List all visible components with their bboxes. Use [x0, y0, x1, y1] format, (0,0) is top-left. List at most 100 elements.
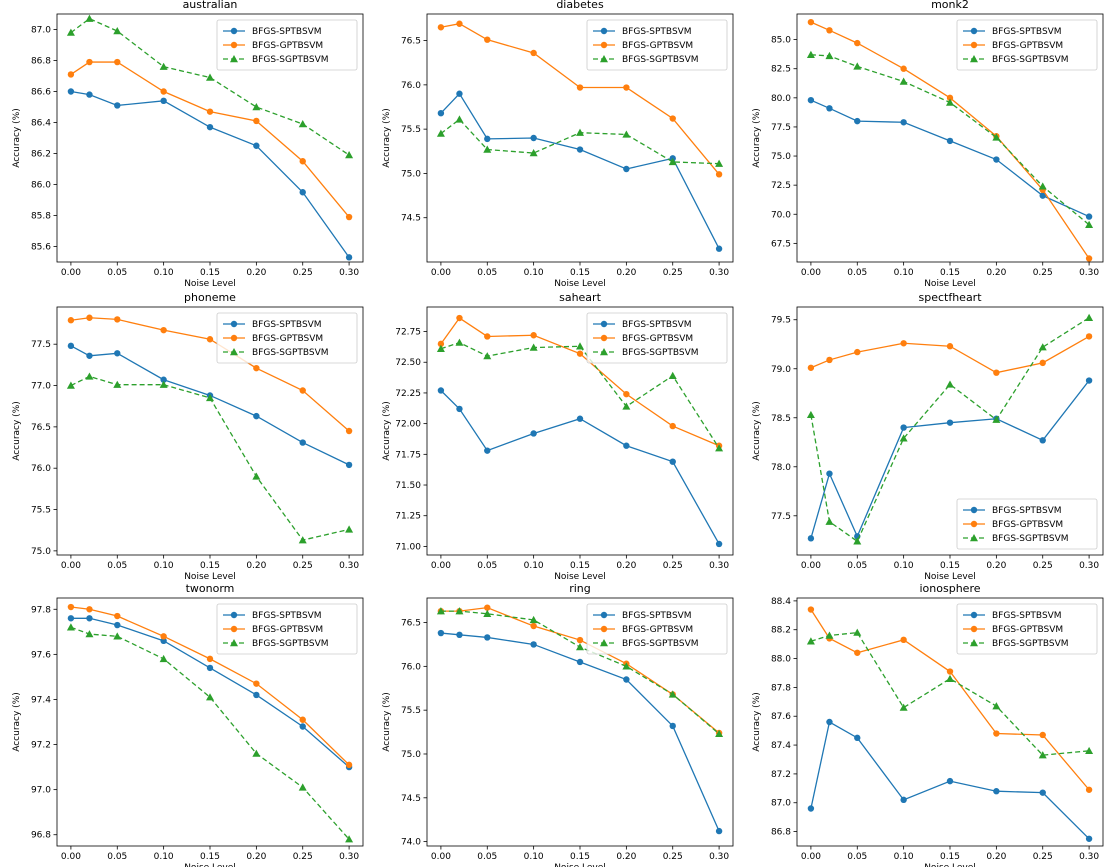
marker [484, 136, 490, 142]
marker [438, 110, 444, 116]
marker [577, 84, 583, 90]
x-tick-label: 0.25 [293, 852, 313, 862]
y-axis-label: Accuracy (%) [382, 401, 392, 461]
y-tick-label: 87.0 [31, 26, 51, 36]
marker [947, 419, 953, 425]
x-tick-label: 0.25 [1033, 561, 1053, 571]
marker [346, 214, 352, 220]
marker [86, 615, 92, 621]
y-tick-label: 77.5 [31, 340, 51, 350]
x-tick-label: 0.20 [246, 268, 266, 278]
y-tick-label: 76.5 [401, 619, 421, 629]
marker [85, 372, 93, 379]
legend-label: BFGS-SGPTBSVM [992, 534, 1069, 544]
legend-label: BFGS-SPTBSVM [252, 27, 322, 37]
legend: BFGS-SPTBSVMBFGS-GPTBSVMBFGS-SGPTBSVM [217, 20, 357, 70]
marker [300, 717, 306, 723]
y-tick-label: 75.5 [401, 125, 421, 135]
x-tick-label: 0.15 [570, 852, 590, 862]
legend-label: BFGS-SGPTBSVM [622, 55, 699, 65]
legend-label: BFGS-SPTBSVM [992, 611, 1062, 621]
y-tick-label: 86.6 [31, 88, 51, 98]
legend-marker [231, 42, 237, 48]
y-tick-label: 74.5 [401, 794, 421, 804]
marker [530, 641, 536, 647]
x-tick-label: 0.30 [1079, 268, 1099, 278]
legend: BFGS-SPTBSVMBFGS-GPTBSVMBFGS-SGPTBSVM [957, 499, 1097, 549]
x-tick-label: 0.30 [709, 852, 729, 862]
marker [993, 788, 999, 794]
marker [300, 189, 306, 195]
marker [253, 365, 259, 371]
marker [854, 735, 860, 741]
marker [623, 84, 629, 90]
marker [900, 704, 908, 711]
marker [114, 622, 120, 628]
marker [456, 632, 462, 638]
marker [68, 615, 74, 621]
figure: australian0.000.050.100.150.200.250.3085… [0, 0, 1106, 867]
marker [853, 62, 861, 69]
y-tick-label: 78.0 [771, 463, 791, 473]
y-tick-label: 79.5 [771, 316, 791, 326]
marker [438, 630, 444, 636]
marker [253, 118, 259, 124]
legend-label: BFGS-SGPTBSVM [252, 639, 329, 649]
legend-label: BFGS-SGPTBSVM [622, 639, 699, 649]
marker [455, 339, 463, 346]
marker [346, 762, 352, 768]
legend: BFGS-SPTBSVMBFGS-GPTBSVMBFGS-SGPTBSVM [587, 604, 727, 654]
x-tick-label: 0.00 [431, 268, 451, 278]
x-tick-label: 0.15 [200, 561, 220, 571]
x-tick-label: 0.25 [1033, 852, 1053, 862]
x-tick-label: 0.05 [477, 852, 497, 862]
y-tick-label: 87.6 [771, 712, 791, 722]
marker [807, 411, 815, 418]
y-axis-label: Accuracy (%) [12, 692, 22, 752]
y-tick-label: 79.0 [771, 365, 791, 375]
marker [253, 692, 259, 698]
marker [947, 778, 953, 784]
series-line [71, 62, 349, 217]
x-axis-label: Noise Level [184, 572, 236, 582]
y-axis-label: Accuracy (%) [382, 692, 392, 752]
x-tick-label: 0.00 [431, 561, 451, 571]
y-tick-label: 97.2 [31, 741, 51, 751]
marker [345, 151, 353, 158]
marker [623, 676, 629, 682]
y-tick-label: 86.4 [31, 119, 51, 129]
x-tick-label: 0.10 [524, 852, 544, 862]
x-tick-label: 0.20 [246, 852, 266, 862]
legend-marker [601, 335, 607, 341]
legend-marker [971, 612, 977, 618]
y-tick-label: 97.4 [31, 695, 51, 705]
marker [993, 156, 999, 162]
y-tick-label: 85.6 [31, 243, 51, 253]
subplot-title: phoneme [184, 291, 236, 304]
x-tick-label: 0.10 [154, 852, 174, 862]
x-tick-label: 0.05 [107, 852, 127, 862]
marker [86, 91, 92, 97]
x-tick-label: 0.20 [616, 852, 636, 862]
marker [993, 730, 999, 736]
marker [1040, 437, 1046, 443]
x-tick-label: 0.20 [986, 561, 1006, 571]
marker [530, 135, 536, 141]
marker [854, 40, 860, 46]
y-tick-label: 76.0 [401, 81, 421, 91]
y-tick-label: 97.0 [31, 786, 51, 796]
y-tick-label: 76.0 [31, 464, 51, 474]
y-tick-label: 71.25 [395, 512, 421, 522]
marker [114, 316, 120, 322]
y-tick-label: 80.0 [771, 94, 791, 104]
legend-label: BFGS-GPTBSVM [622, 41, 693, 51]
legend-label: BFGS-SGPTBSVM [992, 55, 1069, 65]
x-tick-label: 0.15 [940, 561, 960, 571]
marker [854, 349, 860, 355]
subplot-title: twonorm [186, 582, 235, 595]
y-tick-label: 72.75 [395, 328, 421, 338]
marker [853, 537, 861, 544]
legend-label: BFGS-GPTBSVM [622, 334, 693, 344]
marker [160, 633, 166, 639]
marker [438, 387, 444, 393]
